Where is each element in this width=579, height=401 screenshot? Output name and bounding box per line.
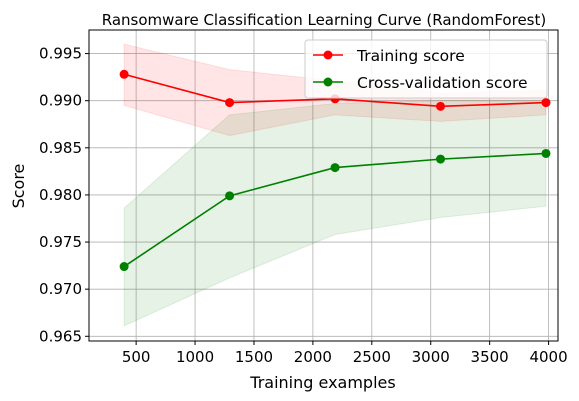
x-tick-label: 3500 bbox=[471, 348, 509, 366]
y-tick-label: 0.995 bbox=[39, 45, 82, 63]
chart-title: Ransomware Classification Learning Curve… bbox=[102, 11, 546, 29]
x-tick-label: 500 bbox=[122, 348, 151, 366]
data-point bbox=[225, 191, 235, 201]
legend-swatch-marker bbox=[323, 50, 333, 60]
legend-swatch-marker bbox=[323, 77, 333, 87]
y-tick-label: 0.975 bbox=[39, 233, 82, 251]
y-tick-label: 0.985 bbox=[39, 139, 82, 157]
x-axis-title: Training examples bbox=[249, 373, 395, 392]
y-axis-title: Score bbox=[9, 164, 28, 209]
legend-label: Training score bbox=[356, 47, 465, 65]
data-point bbox=[541, 148, 551, 158]
confidence-band-1 bbox=[123, 100, 547, 327]
x-tick-label: 1000 bbox=[176, 348, 214, 366]
x-tick-label: 2500 bbox=[353, 348, 391, 366]
data-point bbox=[119, 69, 129, 79]
y-tick-label: 0.965 bbox=[39, 327, 82, 345]
data-point bbox=[436, 101, 446, 111]
y-tick-label: 0.980 bbox=[39, 186, 82, 204]
x-axis-ticks: 500 1000 1500 2000 2500 3000 3500 4000 bbox=[122, 341, 568, 366]
x-tick-label: 3000 bbox=[412, 348, 450, 366]
data-point bbox=[225, 98, 235, 108]
data-point bbox=[436, 154, 446, 164]
data-point bbox=[119, 262, 129, 272]
y-tick-label: 0.990 bbox=[39, 92, 82, 110]
series-points bbox=[119, 69, 551, 272]
y-tick-label: 0.970 bbox=[39, 280, 82, 298]
legend-label: Cross-validation score bbox=[357, 74, 528, 92]
data-point bbox=[330, 163, 340, 173]
plot-frame bbox=[88, 29, 559, 342]
data-point bbox=[541, 98, 551, 108]
x-tick-label: 4000 bbox=[529, 348, 567, 366]
y-axis-ticks: 0.965 0.970 0.975 0.980 0.985 0.990 0.995 bbox=[39, 45, 89, 345]
x-tick-label: 1500 bbox=[235, 348, 273, 366]
x-tick-label: 2000 bbox=[294, 348, 332, 366]
legend-box bbox=[304, 39, 548, 99]
legend: Training score Cross-validation score bbox=[304, 39, 548, 99]
